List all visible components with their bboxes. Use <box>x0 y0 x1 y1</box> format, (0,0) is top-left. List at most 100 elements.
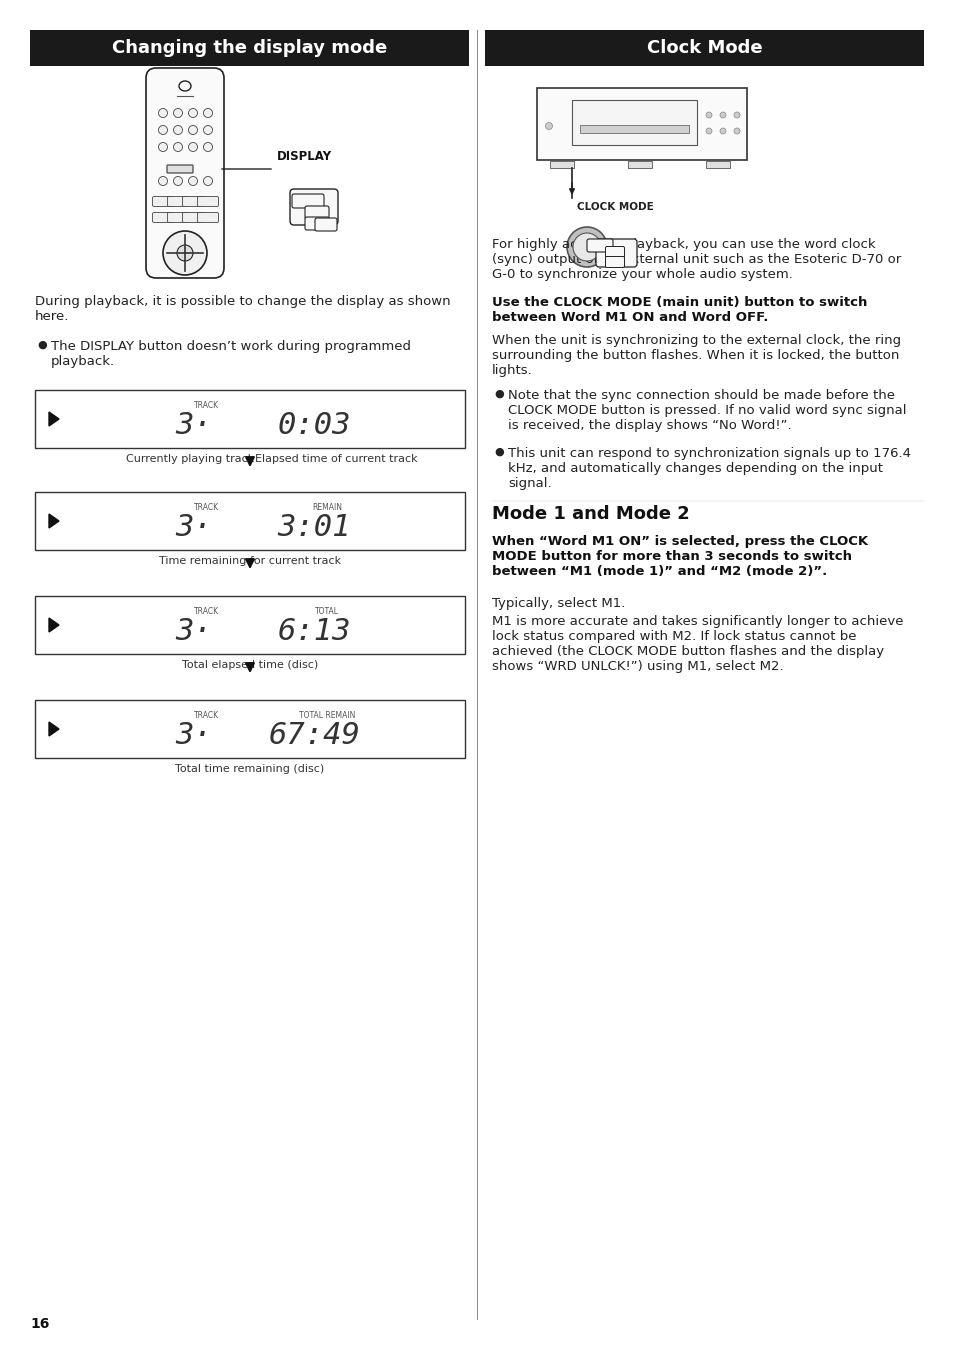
FancyBboxPatch shape <box>305 206 329 219</box>
Text: Elapsed time of current track: Elapsed time of current track <box>254 455 416 464</box>
Circle shape <box>173 177 182 186</box>
Circle shape <box>163 231 207 275</box>
FancyBboxPatch shape <box>30 30 469 66</box>
Circle shape <box>158 177 168 186</box>
FancyBboxPatch shape <box>168 197 189 206</box>
Circle shape <box>158 108 168 117</box>
Text: When “Word M1 ON” is selected, press the CLOCK
MODE button for more than 3 secon: When “Word M1 ON” is selected, press the… <box>492 536 867 577</box>
Text: Note that the sync connection should be made before the
CLOCK MODE button is pre: Note that the sync connection should be … <box>507 389 905 432</box>
FancyBboxPatch shape <box>290 189 337 225</box>
Text: ●: ● <box>494 389 503 399</box>
Text: M1 is more accurate and takes significantly longer to achieve
lock status compar: M1 is more accurate and takes significan… <box>492 615 902 673</box>
FancyBboxPatch shape <box>197 213 218 223</box>
FancyBboxPatch shape <box>35 596 464 654</box>
Circle shape <box>733 112 740 117</box>
Circle shape <box>173 143 182 151</box>
Text: Typically, select M1.: Typically, select M1. <box>492 598 625 610</box>
FancyBboxPatch shape <box>146 67 224 278</box>
FancyBboxPatch shape <box>182 213 203 223</box>
Ellipse shape <box>179 81 191 90</box>
FancyBboxPatch shape <box>152 213 173 223</box>
Text: Mode 1 and Mode 2: Mode 1 and Mode 2 <box>492 505 689 523</box>
Circle shape <box>705 112 711 117</box>
Circle shape <box>566 227 606 267</box>
FancyBboxPatch shape <box>35 390 464 448</box>
FancyBboxPatch shape <box>35 700 464 758</box>
Circle shape <box>189 177 197 186</box>
Text: TOTAL: TOTAL <box>315 607 339 616</box>
Circle shape <box>203 108 213 117</box>
Text: The DISPLAY button doesn’t work during programmed
playback.: The DISPLAY button doesn’t work during p… <box>51 340 411 368</box>
FancyBboxPatch shape <box>182 197 203 206</box>
Text: Currently playing track: Currently playing track <box>126 455 253 464</box>
Circle shape <box>720 128 725 134</box>
Circle shape <box>189 143 197 151</box>
Text: This unit can respond to synchronization signals up to 176.4
kHz, and automatica: This unit can respond to synchronization… <box>507 447 910 490</box>
FancyBboxPatch shape <box>605 256 624 267</box>
FancyBboxPatch shape <box>627 161 651 169</box>
Text: REMAIN: REMAIN <box>312 503 342 513</box>
Text: 67:49: 67:49 <box>269 722 360 750</box>
FancyBboxPatch shape <box>596 239 637 267</box>
Text: Total elapsed time (disc): Total elapsed time (disc) <box>182 660 317 670</box>
Circle shape <box>177 246 193 260</box>
Text: ●: ● <box>37 340 47 349</box>
FancyBboxPatch shape <box>579 125 688 134</box>
Text: During playback, it is possible to change the display as shown
here.: During playback, it is possible to chang… <box>35 295 450 322</box>
FancyBboxPatch shape <box>572 100 697 144</box>
FancyBboxPatch shape <box>605 247 624 258</box>
Text: Total time remaining (disc): Total time remaining (disc) <box>175 764 324 774</box>
Text: 3:01: 3:01 <box>277 514 351 542</box>
Circle shape <box>733 128 740 134</box>
Text: 6:13: 6:13 <box>277 618 351 646</box>
Text: TRACK: TRACK <box>194 711 219 720</box>
Circle shape <box>573 233 600 260</box>
Text: TRACK: TRACK <box>194 607 219 616</box>
Text: Time remaining for current track: Time remaining for current track <box>159 556 341 567</box>
Circle shape <box>158 125 168 135</box>
Text: For highly accurate playback, you can use the word clock
(sync) output of an ext: For highly accurate playback, you can us… <box>492 237 901 281</box>
Circle shape <box>705 128 711 134</box>
FancyBboxPatch shape <box>484 30 923 66</box>
FancyBboxPatch shape <box>586 239 613 252</box>
Circle shape <box>189 125 197 135</box>
FancyBboxPatch shape <box>197 197 218 206</box>
Text: DISPLAY: DISPLAY <box>276 150 332 163</box>
Polygon shape <box>49 514 59 527</box>
Circle shape <box>173 108 182 117</box>
Polygon shape <box>49 618 59 631</box>
Text: Clock Mode: Clock Mode <box>646 39 761 57</box>
Text: CLOCK MODE: CLOCK MODE <box>577 202 653 212</box>
Text: TRACK: TRACK <box>194 503 219 513</box>
Circle shape <box>189 108 197 117</box>
Text: 16: 16 <box>30 1317 50 1331</box>
Polygon shape <box>49 722 59 737</box>
Text: 3·: 3· <box>175 411 213 441</box>
FancyBboxPatch shape <box>314 219 336 231</box>
Circle shape <box>173 125 182 135</box>
Text: When the unit is synchronizing to the external clock, the ring
surrounding the b: When the unit is synchronizing to the ex… <box>492 335 901 376</box>
FancyBboxPatch shape <box>537 88 746 161</box>
FancyBboxPatch shape <box>292 194 324 208</box>
Circle shape <box>203 143 213 151</box>
FancyBboxPatch shape <box>167 165 193 173</box>
FancyBboxPatch shape <box>152 197 173 206</box>
Circle shape <box>203 177 213 186</box>
Text: 0:03: 0:03 <box>277 411 351 441</box>
Circle shape <box>720 112 725 117</box>
FancyBboxPatch shape <box>305 217 329 229</box>
Text: 3·: 3· <box>175 618 213 646</box>
Circle shape <box>545 123 552 130</box>
Text: Use the CLOCK MODE (main unit) button to switch
between Word M1 ON and Word OFF.: Use the CLOCK MODE (main unit) button to… <box>492 295 866 324</box>
Text: 3·: 3· <box>175 514 213 542</box>
FancyBboxPatch shape <box>550 161 574 169</box>
Text: TRACK: TRACK <box>194 401 219 410</box>
Text: ●: ● <box>494 447 503 457</box>
FancyBboxPatch shape <box>168 213 189 223</box>
Text: TOTAL REMAIN: TOTAL REMAIN <box>299 711 355 720</box>
FancyBboxPatch shape <box>35 492 464 550</box>
Text: Changing the display mode: Changing the display mode <box>112 39 387 57</box>
Circle shape <box>203 125 213 135</box>
Circle shape <box>158 143 168 151</box>
Text: 3·: 3· <box>175 722 213 750</box>
